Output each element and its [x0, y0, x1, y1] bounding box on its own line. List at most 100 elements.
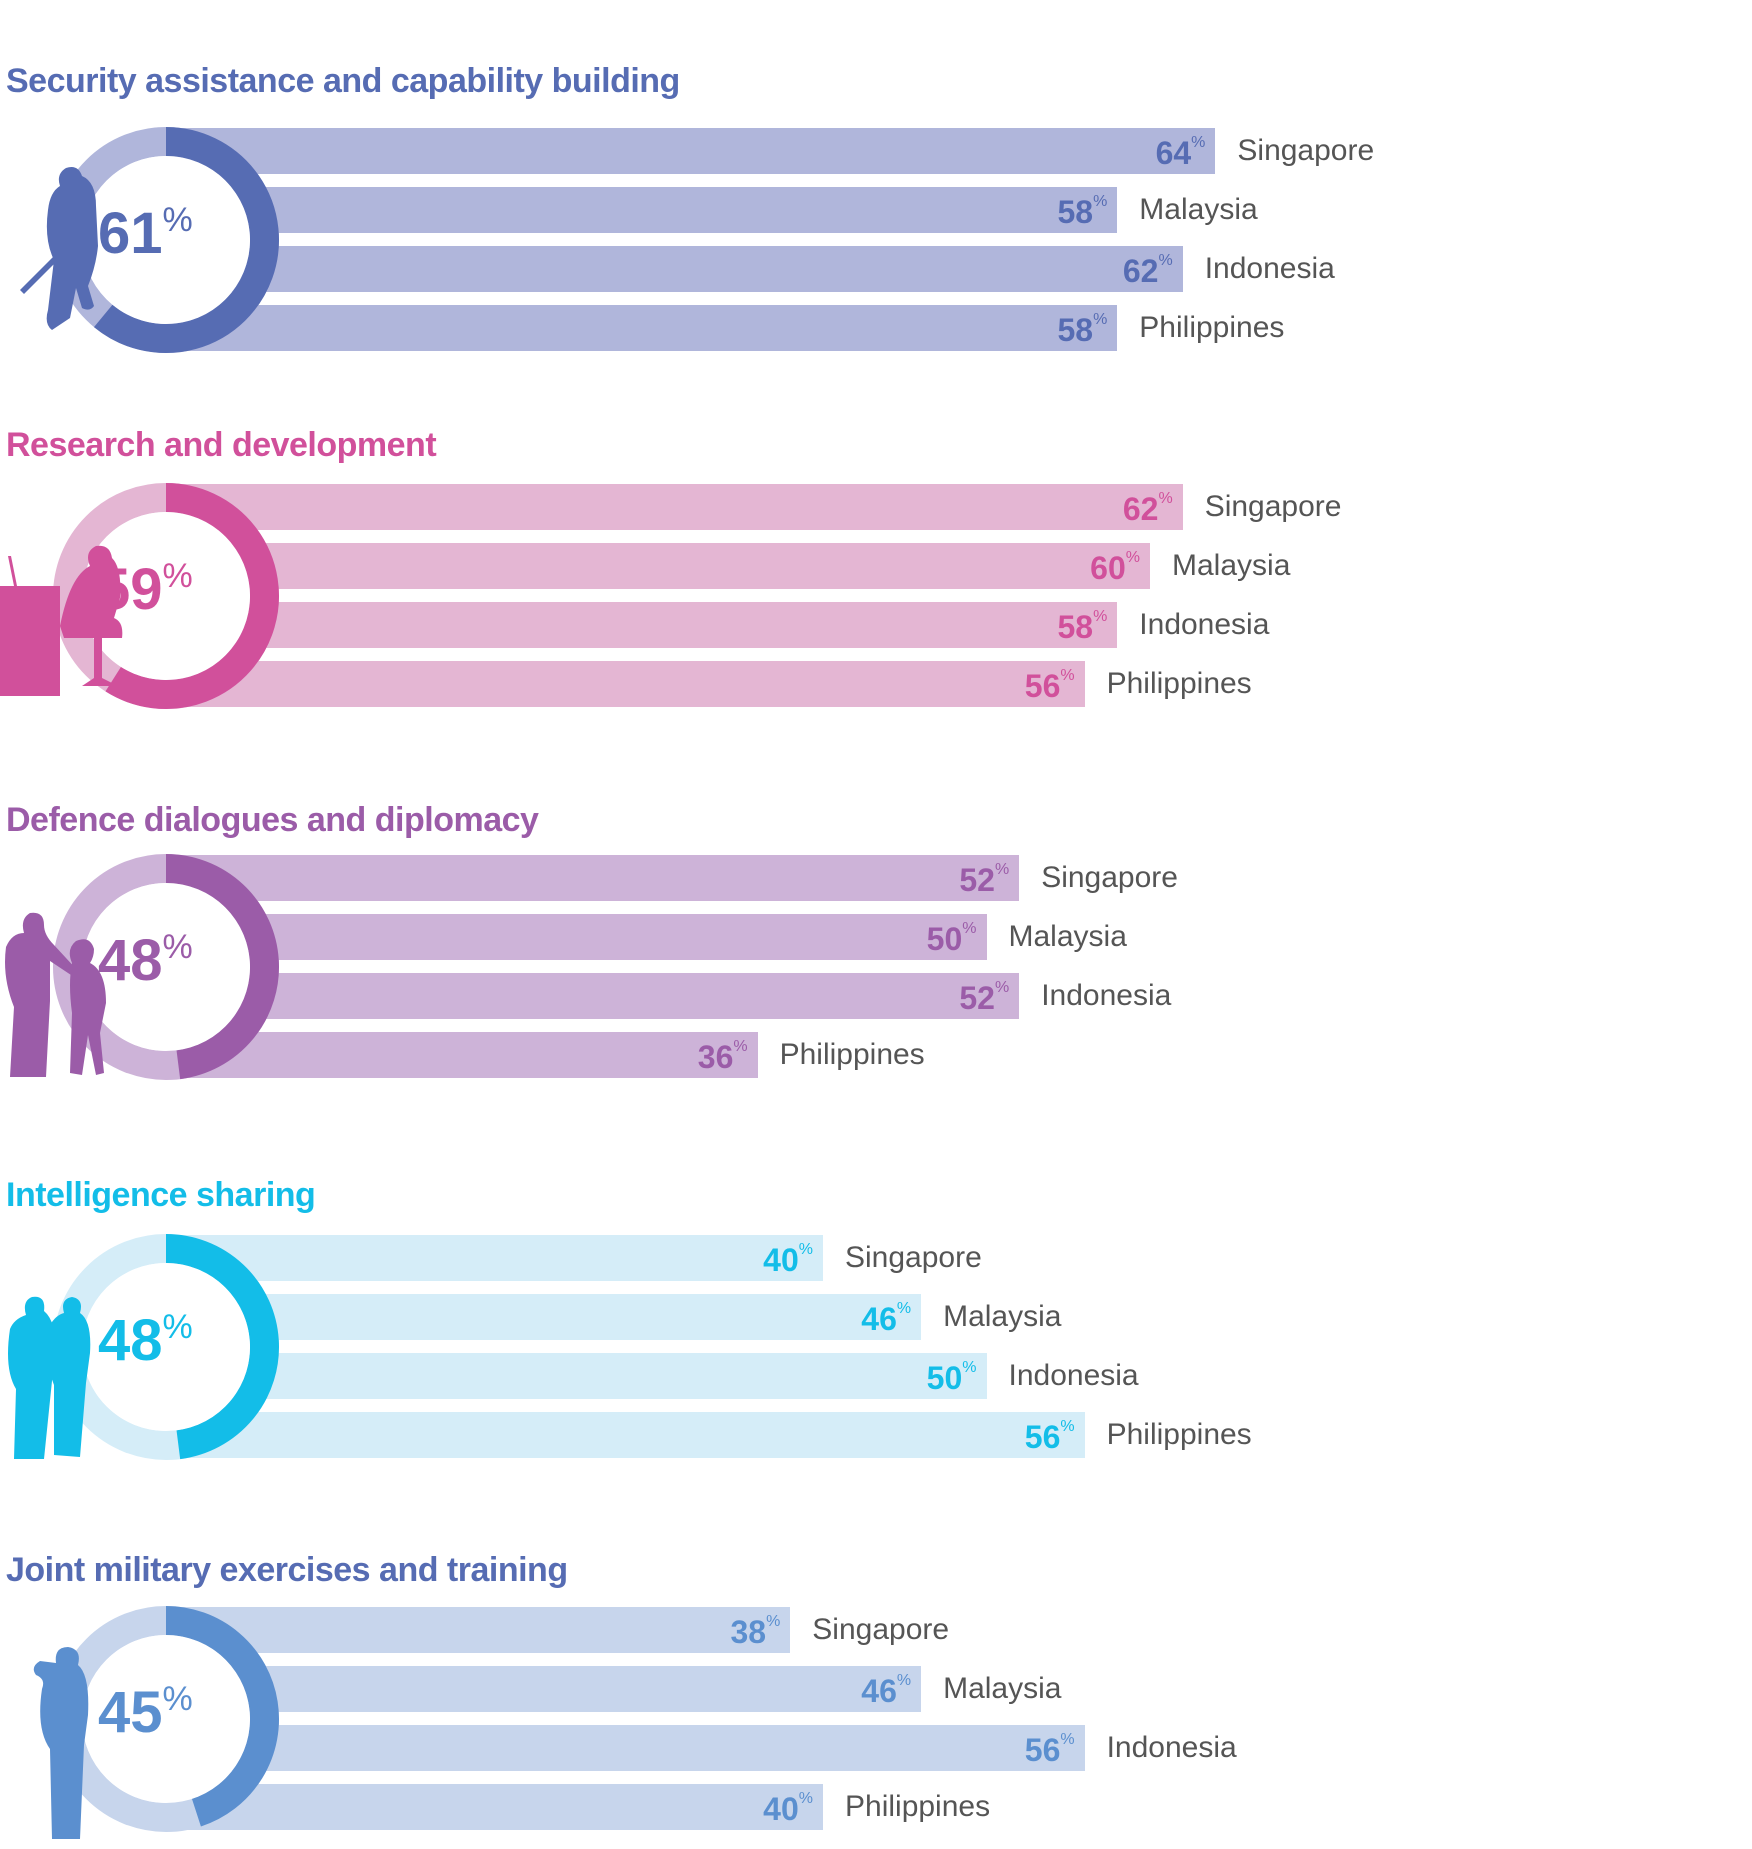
bar	[166, 187, 1118, 233]
bar-value-label: 36%	[598, 1032, 748, 1078]
bar	[166, 1294, 922, 1340]
value-unit: %	[733, 1038, 748, 1055]
value-unit: %	[1093, 193, 1108, 210]
country-label: Malaysia	[943, 1300, 1062, 1333]
overall-value: 48%	[98, 927, 193, 994]
overall-value: 48%	[98, 1307, 193, 1374]
value-number: 60	[1090, 550, 1126, 586]
bar	[166, 1607, 791, 1653]
value-unit: %	[1060, 1731, 1075, 1748]
country-label: Philippines	[845, 1790, 991, 1823]
chart-title: Defence dialogues and diplomacy	[6, 801, 539, 839]
bar-value-label: 56%	[925, 661, 1075, 707]
bar	[166, 305, 1118, 351]
donut-arc	[165, 854, 279, 1080]
value-unit: %	[994, 979, 1010, 996]
soldier-icon	[20, 167, 98, 330]
bar	[166, 973, 1020, 1019]
value-unit: %	[962, 1359, 977, 1376]
country-label: Malaysia	[943, 1672, 1062, 1705]
value-unit: %	[994, 861, 1010, 878]
country-label: Philippines	[1106, 1418, 1252, 1451]
overall-value: 45%	[98, 1679, 193, 1746]
bar	[166, 661, 1085, 707]
value-unit: %	[766, 1613, 781, 1630]
value-unit: %	[1093, 311, 1108, 328]
value-number: 46	[861, 1301, 897, 1337]
bar	[166, 1032, 758, 1078]
bar-value-label: 46%	[761, 1294, 911, 1340]
value-unit: %	[1158, 252, 1173, 269]
value-number: 52	[959, 980, 995, 1016]
value-number: 46	[861, 1673, 897, 1709]
bar	[166, 602, 1118, 648]
donut-arc	[93, 127, 279, 353]
value-number: 40	[763, 1242, 799, 1278]
overall-number: 48	[98, 1308, 163, 1373]
country-label: Singapore	[845, 1241, 982, 1274]
country-label: Singapore	[1204, 490, 1342, 523]
country-label: Philippines	[1106, 667, 1252, 700]
country-label: Singapore	[812, 1613, 950, 1646]
overall-value: 61%	[98, 200, 193, 267]
donut-hole	[82, 1635, 250, 1803]
value-number: 56	[1024, 1732, 1061, 1768]
bar-value-label: 52%	[859, 973, 1009, 1019]
overall-unit: %	[162, 1680, 193, 1718]
bar	[166, 1666, 922, 1712]
value-number: 50	[926, 921, 963, 957]
value-unit: %	[1093, 608, 1108, 625]
handshake-icon	[5, 912, 106, 1077]
value-number: 56	[1024, 1419, 1061, 1455]
value-number: 36	[697, 1039, 734, 1075]
overall-unit: %	[162, 201, 193, 239]
country-label: Singapore	[1237, 134, 1375, 167]
bar-value-label: 40%	[663, 1784, 813, 1830]
value-number: 56	[1024, 668, 1061, 704]
value-unit: %	[798, 1241, 813, 1258]
donut-arc	[165, 1234, 279, 1460]
country-label: Indonesia	[1008, 1359, 1139, 1392]
researcher-icon	[0, 545, 123, 696]
bar	[166, 1235, 823, 1281]
value-unit: %	[1158, 490, 1173, 507]
donut-chart	[53, 1234, 279, 1460]
saluting-soldier-icon	[33, 1647, 89, 1839]
bar-value-label: 58%	[957, 305, 1107, 351]
country-label: Malaysia	[1008, 920, 1127, 953]
bar	[166, 484, 1183, 530]
chart-title: Security assistance and capability build…	[6, 62, 680, 100]
bar-value-label: 40%	[663, 1235, 813, 1281]
value-number: 40	[763, 1791, 799, 1827]
value-number: 58	[1057, 312, 1094, 348]
donut-hole	[82, 1263, 250, 1431]
country-label: Indonesia	[1041, 979, 1172, 1012]
overall-number: 61	[98, 201, 163, 266]
bar-value-label: 58%	[957, 187, 1107, 233]
country-label: Indonesia	[1106, 1731, 1237, 1764]
country-label: Indonesia	[1139, 608, 1270, 641]
country-label: Indonesia	[1204, 252, 1335, 285]
chart-title: Research and development	[6, 426, 437, 464]
bar	[166, 914, 987, 960]
bar	[166, 1353, 987, 1399]
bar	[166, 543, 1150, 589]
country-label: Philippines	[1139, 311, 1285, 344]
value-number: 38	[730, 1614, 767, 1650]
bar-value-label: 46%	[761, 1666, 911, 1712]
bar-value-label: 58%	[957, 602, 1107, 648]
overall-number: 45	[98, 1680, 163, 1745]
bar-value-label: 60%	[990, 543, 1140, 589]
bar	[166, 128, 1216, 174]
country-label: Philippines	[779, 1038, 925, 1071]
bar-value-label: 50%	[827, 1353, 977, 1399]
value-number: 64	[1155, 135, 1192, 171]
two-people-icon	[8, 1296, 91, 1459]
overall-unit: %	[162, 557, 193, 595]
value-unit: %	[1060, 1418, 1075, 1435]
value-number: 62	[1122, 253, 1159, 289]
value-unit: %	[1125, 549, 1140, 566]
value-number: 58	[1057, 194, 1094, 230]
chart-title: Joint military exercises and training	[6, 1551, 568, 1589]
bar-value-label: 50%	[827, 914, 977, 960]
